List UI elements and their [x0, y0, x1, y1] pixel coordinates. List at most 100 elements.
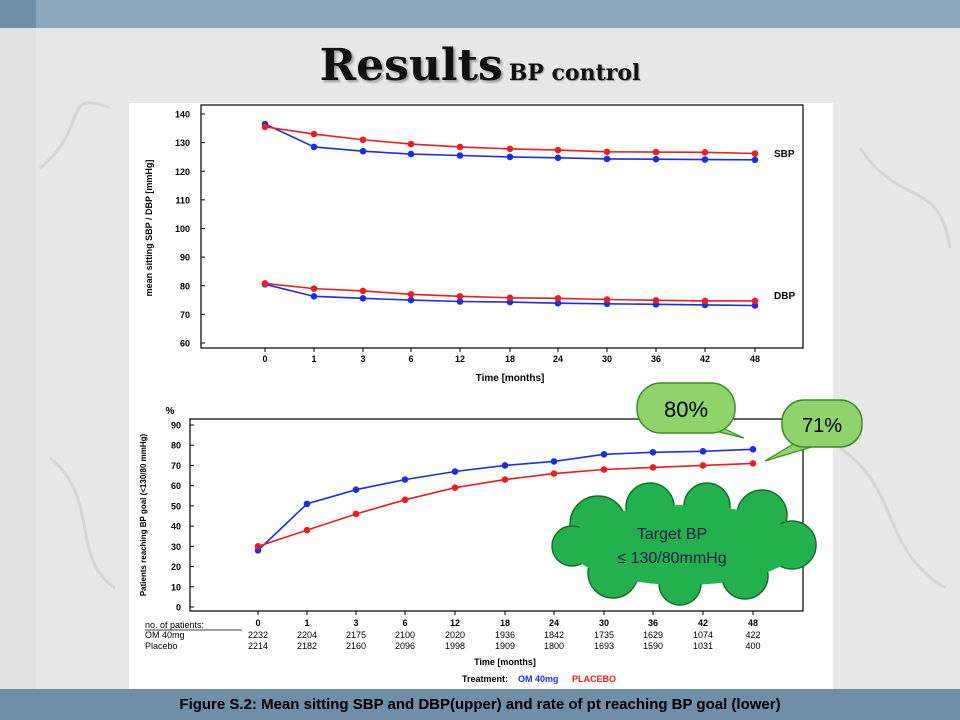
bp-data-point: [554, 295, 562, 302]
goal-data-point: [649, 449, 657, 456]
target-bp-cloud: Target BP ≤ 130/80mmHg: [551, 482, 817, 606]
patients-count-cell: 422: [745, 630, 760, 640]
bp-y-tick-label: 90: [180, 253, 190, 263]
goal-data-point: [550, 470, 558, 477]
patients-table-header: no. of patients:: [145, 620, 204, 630]
goal-y-tick-label: 50: [171, 501, 181, 511]
bp-x-tick-label: 42: [700, 354, 710, 364]
bp-x-tick-label: 18: [505, 354, 515, 364]
legend-placebo: PLACEBO: [572, 674, 616, 684]
goal-data-point: [749, 445, 757, 453]
bp-data-point: [652, 155, 660, 163]
goal-x-tick-label: 6: [402, 618, 407, 628]
bp-chart-xlabel: Time [months]: [476, 373, 545, 384]
goal-x-tick-label: 0: [255, 618, 260, 628]
goal-y-tick-label: 30: [171, 542, 181, 552]
goal-data-point: [501, 476, 509, 483]
top-accent-segment: [0, 0, 36, 28]
callout-placebo: 71%: [764, 399, 863, 462]
bp-y-tick-label: 130: [175, 138, 190, 148]
bp-data-point: [310, 285, 318, 292]
goal-data-point: [600, 451, 608, 458]
callout-om-text: 80%: [664, 397, 708, 422]
goal-data-point: [699, 447, 707, 455]
bp-data-point: [701, 149, 709, 156]
patients-count-cell: 2100: [395, 630, 415, 640]
patients-count-cell: 2020: [445, 630, 465, 640]
bp-data-point: [751, 302, 759, 309]
goal-data-point: [649, 464, 657, 471]
patients-count-cell: 1693: [594, 641, 614, 651]
goal-data-point: [600, 466, 608, 473]
goal-y-tick-label: 10: [171, 582, 181, 592]
bp-data-point: [603, 155, 611, 163]
bp-data-point: [603, 296, 611, 303]
patients-count-cell: 1629: [643, 630, 663, 640]
bp-data-point: [310, 130, 318, 138]
target-bp-line1: Target BP: [637, 526, 707, 543]
bp-x-tick-label: 30: [602, 354, 612, 364]
goal-x-tick-label: 3: [353, 618, 358, 628]
goal-x-tick-label: 42: [698, 618, 708, 628]
patients-count-cell: 400: [745, 641, 760, 651]
goal-y-tick-label: 70: [171, 461, 181, 471]
bp-chart: mean sitting SBP / DBP [mmHg] Time [mont…: [144, 104, 804, 384]
patients-count-cell: 1735: [594, 630, 614, 640]
goal-y-tick-label: 60: [171, 481, 181, 491]
bp-x-tick-label: 3: [360, 354, 365, 364]
patients-count-cell: 2160: [346, 641, 366, 651]
bp-data-point: [701, 297, 709, 305]
bp-y-tick-label: 120: [175, 167, 190, 177]
target-bp-line2: ≤ 130/80mmHg: [617, 550, 726, 567]
dbp-series-label: DBP: [774, 291, 795, 302]
goal-chart-frame: [189, 418, 804, 612]
patients-count-cell: 1998: [445, 641, 465, 651]
goal-chart-xlabel: Time [months]: [474, 657, 536, 667]
bp-y-tick-label: 80: [180, 281, 190, 291]
bp-data-point: [554, 299, 562, 307]
patients-count-cell: 1909: [495, 641, 515, 651]
goal-x-tick-label: 1: [304, 618, 309, 628]
bp-y-tick-label: 140: [175, 110, 190, 120]
patients-count-cell: 1074: [693, 630, 713, 640]
bp-data-point: [652, 297, 660, 304]
patients-count-cell: 1842: [544, 630, 564, 640]
bp-chart-frame: [200, 104, 804, 349]
goal-data-point: [254, 543, 262, 550]
bp-data-point: [506, 145, 514, 153]
goal-y-tick-label: 20: [171, 562, 181, 572]
callout-placebo-text: 71%: [802, 415, 842, 437]
background-texture: [39, 101, 952, 590]
bp-data-point: [456, 152, 464, 159]
goal-data-point: [303, 526, 311, 534]
goal-data-point: [501, 462, 509, 469]
bp-data-point: [359, 287, 367, 295]
patients-count-cell: 2182: [297, 641, 317, 651]
goal-data-point: [401, 496, 409, 504]
bp-y-tick-label: 110: [175, 195, 190, 205]
title-sub: BP control: [508, 60, 641, 86]
legend-om: OM 40mg: [518, 674, 559, 684]
patients-count-cell: 2214: [248, 641, 268, 651]
callout-om: 80%: [636, 382, 745, 439]
goal-data-point: [699, 462, 707, 469]
bp-data-point: [751, 297, 759, 305]
goal-chart: % Patients reaching BP goal (<130/80 mmH…: [139, 406, 804, 684]
bp-data-point: [310, 143, 318, 151]
bp-data-point: [652, 148, 660, 156]
patients-count-cell: 1031: [693, 641, 713, 651]
bp-data-point: [407, 140, 415, 148]
patients-row-label-placebo: Placebo: [145, 641, 178, 651]
goal-y-tick-label: 80: [171, 441, 181, 451]
title-main: Results: [319, 40, 503, 91]
bp-x-tick-label: 6: [408, 354, 413, 364]
bp-y-tick-label: 70: [180, 310, 190, 320]
patients-count-cell: 1590: [643, 641, 663, 651]
goal-y-tick-label: 40: [171, 522, 181, 532]
bp-data-point: [359, 147, 367, 155]
sbp-series-label: SBP: [774, 149, 795, 160]
bp-data-point: [359, 295, 367, 302]
patients-count-cell: 2232: [248, 630, 268, 640]
goal-x-tick-label: 48: [748, 618, 758, 628]
